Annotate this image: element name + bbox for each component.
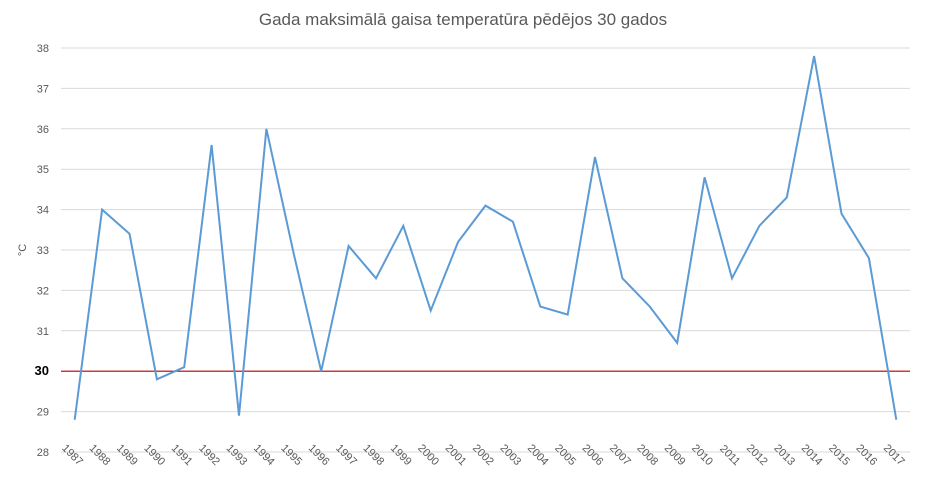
series-group <box>73 55 898 420</box>
x-tick-label: 1992 <box>196 442 222 468</box>
y-axis-ticks: 28 29 30 31 32 33 34 35 36 37 38 <box>35 43 49 459</box>
chart-title: Gada maksimālā gaisa temperatūra pēdējos… <box>258 10 668 29</box>
x-tick-label: 1994 <box>251 442 277 468</box>
x-tick-label: 2008 <box>634 442 660 468</box>
x-tick-label: 1991 <box>169 442 195 468</box>
x-tick-label: 2017 <box>881 442 907 468</box>
x-tick-label: 2007 <box>607 442 633 468</box>
x-tick-label: 2014 <box>799 442 825 468</box>
x-axis-ticks: 1987 1988 1989 1990 1991 1992 1993 1994 1995 1996… <box>59 442 906 468</box>
x-tick-label: 2009 <box>662 442 688 468</box>
series-line <box>73 55 898 420</box>
gridlines <box>61 47 910 453</box>
x-tick-label: 1999 <box>388 442 414 468</box>
y-tick-label: 30 <box>35 363 49 378</box>
x-tick-label: 2012 <box>744 442 770 468</box>
y-tick-label: 33 <box>37 245 49 257</box>
x-tick-label: 1996 <box>306 442 332 468</box>
y-tick-label: 31 <box>37 326 49 338</box>
x-tick-label: 1990 <box>141 442 167 468</box>
x-tick-label: 2002 <box>470 442 496 468</box>
y-tick-label: 37 <box>37 83 49 95</box>
x-tick-label: 2006 <box>580 442 606 468</box>
x-tick-label: 2011 <box>717 443 742 468</box>
y-tick-label: 38 <box>37 43 49 55</box>
x-tick-label: 2000 <box>415 442 441 468</box>
y-tick-label: 29 <box>37 407 49 419</box>
x-tick-label: 2005 <box>552 442 578 468</box>
x-tick-label: 1997 <box>333 442 359 468</box>
y-tick-label: 32 <box>37 285 49 297</box>
y-tick-label: 28 <box>37 447 49 459</box>
x-tick-label: 2001 <box>443 442 469 468</box>
y-tick-label: 36 <box>37 124 49 136</box>
y-tick-label: 34 <box>37 205 49 217</box>
x-tick-label: 1995 <box>278 442 304 468</box>
x-tick-label: 2013 <box>771 442 797 468</box>
x-tick-label: 1989 <box>114 442 140 468</box>
y-axis-label: °C <box>17 244 29 256</box>
x-tick-label: 1998 <box>361 442 387 468</box>
x-tick-label: 2016 <box>853 442 879 468</box>
y-tick-label: 35 <box>37 164 49 176</box>
x-tick-label: 1993 <box>224 442 250 468</box>
x-tick-label: 1987 <box>59 442 85 468</box>
x-tick-label: 2003 <box>497 442 523 468</box>
x-tick-label: 2010 <box>689 442 715 468</box>
x-tick-label: 1988 <box>87 442 113 468</box>
x-tick-label: 2015 <box>826 442 852 468</box>
x-tick-label: 2004 <box>525 442 551 468</box>
